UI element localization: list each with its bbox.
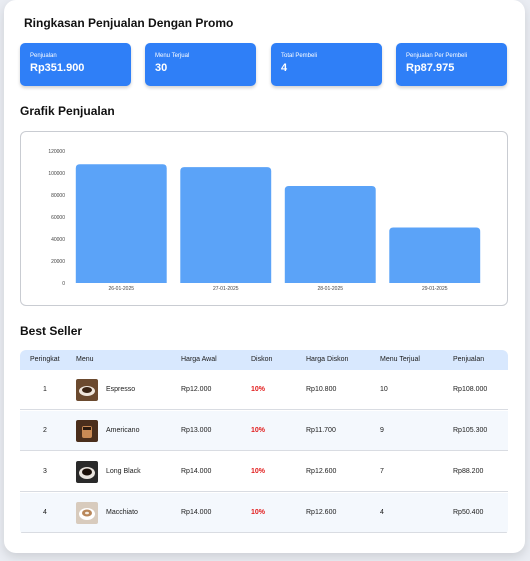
- menu-sold-card-value: 30: [155, 62, 168, 74]
- discount-cell: 10%: [251, 468, 266, 475]
- price-cell: Rp14.000: [181, 509, 212, 516]
- sold-cell: 10: [380, 386, 388, 393]
- sales-card-value: Rp351.900: [30, 62, 85, 74]
- col-rank: Peringkat: [30, 356, 60, 363]
- y-tick-label: 80000: [51, 193, 65, 199]
- x-tick-label: 28-01-2025: [317, 286, 343, 292]
- rank-cell: 4: [43, 509, 47, 516]
- rank-cell: 2: [43, 427, 47, 434]
- menu-name-cell: Espresso: [106, 386, 136, 393]
- discount-cell: 10%: [251, 386, 266, 393]
- discount-cell: 10%: [251, 427, 266, 434]
- menu-sold-card-label: Menu Terjual: [155, 53, 190, 59]
- total-buyers-card-value: 4: [281, 62, 288, 74]
- discount-cell: 10%: [251, 509, 266, 516]
- rank-cell: 1: [43, 386, 47, 393]
- long-black-cup-icon: [76, 461, 98, 483]
- col-price: Harga Awal: [181, 356, 217, 363]
- sales-cell: Rp105.300: [453, 427, 488, 434]
- macchiato-cup-icon: [76, 502, 98, 524]
- col-discount: Diskon: [251, 356, 273, 363]
- table-row[interactable]: 4 Macchiato Rp14.000 10% Rp12.600 4 Rp50…: [20, 493, 508, 533]
- sales-summary-panel: Ringkasan Penjualan Dengan Promo Penjual…: [4, 0, 525, 553]
- best-seller-title: Best Seller: [20, 324, 83, 338]
- price-cell: Rp14.000: [181, 468, 212, 475]
- menu-name-cell: Macchiato: [106, 509, 138, 516]
- sales-chart: 0 20000 40000 60000 80000 100000 120000 26-01-2…: [20, 131, 508, 306]
- best-seller-table: Peringkat Menu Harga Awal Diskon Harga D…: [20, 350, 508, 535]
- table-row[interactable]: 3 Long Black Rp14.000 10% Rp12.600 7 Rp8…: [20, 452, 508, 492]
- discount-price-cell: Rp12.600: [306, 509, 337, 516]
- menu-name-cell: Americano: [106, 427, 140, 434]
- y-tick-label: 120000: [48, 149, 65, 155]
- y-tick-label: 40000: [51, 237, 65, 243]
- y-tick-label: 20000: [51, 259, 65, 265]
- rank-cell: 3: [43, 468, 47, 475]
- y-tick-label: 0: [62, 281, 65, 287]
- sales-bar-chart: 0 20000 40000 60000 80000 100000 120000 26-01-2…: [48, 149, 481, 292]
- total-buyers-card: Total Pembeli 4: [271, 43, 382, 86]
- sales-cell: Rp50.400: [453, 509, 484, 516]
- chart-title: Grafik Penjualan: [20, 104, 115, 118]
- bar-28-01-2025[interactable]: [284, 185, 376, 283]
- table-header: Peringkat Menu Harga Awal Diskon Harga D…: [20, 350, 508, 370]
- col-sales: Penjualan: [453, 356, 485, 363]
- price-cell: Rp12.000: [181, 386, 212, 393]
- bar-27-01-2025[interactable]: [180, 167, 272, 283]
- x-tick-label: 26-01-2025: [108, 286, 134, 292]
- sold-cell: 9: [380, 427, 384, 434]
- discount-price-cell: Rp11.700: [306, 427, 336, 434]
- discount-price-cell: Rp10.800: [306, 386, 337, 393]
- discount-price-cell: Rp12.600: [306, 468, 337, 475]
- x-tick-label: 29-01-2025: [422, 286, 448, 292]
- col-sold: Menu Terjual: [380, 356, 420, 363]
- sales-per-buyer-card-label: Penjualan Per Pembeli: [406, 53, 468, 59]
- sold-cell: 4: [380, 509, 384, 516]
- sales-cell: Rp88.200: [453, 468, 484, 475]
- y-tick-label: 60000: [51, 215, 65, 221]
- menu-sold-card: Menu Terjual 30: [145, 43, 256, 86]
- sales-cell: Rp108.000: [453, 386, 488, 393]
- y-tick-label: 100000: [48, 171, 65, 177]
- bar-26-01-2025[interactable]: [75, 164, 167, 283]
- espresso-cup-icon: [76, 379, 98, 401]
- sales-per-buyer-card-value: Rp87.975: [406, 62, 455, 74]
- total-buyers-card-label: Total Pembeli: [281, 53, 318, 59]
- price-cell: Rp13.000: [181, 427, 212, 434]
- americano-cup-icon: [76, 420, 98, 442]
- menu-name-cell: Long Black: [106, 468, 141, 475]
- table-row[interactable]: 2 Americano Rp13.000 10% Rp11.700 9 Rp10…: [20, 411, 508, 451]
- col-menu: Menu: [76, 356, 94, 363]
- table-row[interactable]: 1 Espresso Rp12.000 10% Rp10.800 10 Rp10…: [20, 370, 508, 410]
- sold-cell: 7: [380, 468, 384, 475]
- col-discount-price: Harga Diskon: [306, 356, 349, 363]
- summary-title: Ringkasan Penjualan Dengan Promo: [24, 16, 234, 30]
- sales-per-buyer-card: Penjualan Per Pembeli Rp87.975: [396, 43, 507, 86]
- sales-card-label: Penjualan: [30, 53, 57, 59]
- bar-29-01-2025[interactable]: [389, 227, 481, 283]
- x-tick-label: 27-01-2025: [213, 286, 239, 292]
- sales-card: Penjualan Rp351.900: [20, 43, 131, 86]
